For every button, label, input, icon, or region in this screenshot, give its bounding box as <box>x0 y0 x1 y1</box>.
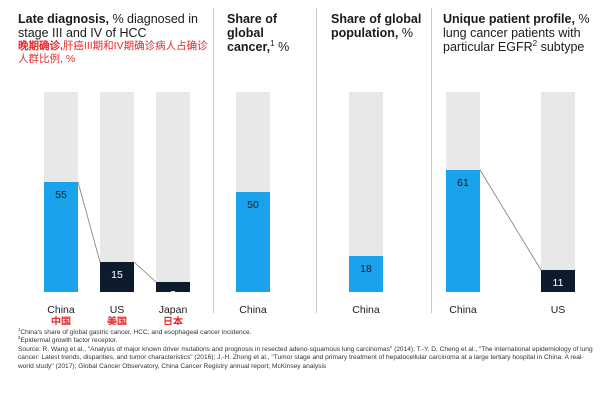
footnote-2: 2Epidermal growth factor receptor. <box>18 335 596 345</box>
category-label-p4-1: US <box>551 304 566 316</box>
panel1-title-cn: 晚期确诊,肝癌III期和IV期确诊病人占确诊人群比例, % <box>18 40 218 66</box>
connector-p1-1 <box>133 261 157 283</box>
panel1-title-bold: Late diagnosis, <box>18 12 109 26</box>
bar-p1-japan <box>156 282 190 292</box>
footnote-2-sup: 2 <box>18 335 21 341</box>
category-label-p1-0: China <box>47 304 75 316</box>
panel1-title-rest: % diagnosed in stage III and IV of HCC <box>18 12 198 40</box>
data-label-p4-0: 61 <box>457 177 469 189</box>
footnote-1-text: China's share of global gastric cancer, … <box>20 329 252 336</box>
connector-p1-0 <box>77 181 101 263</box>
category-label-p1-2: Japan <box>159 304 188 316</box>
category-cn-label-p1-2: 日本 <box>163 315 184 325</box>
bar-p3-china <box>349 256 383 292</box>
footnote-1-sup: 1 <box>18 326 21 332</box>
footnote-1: 1China's share of global gastric cancer,… <box>18 326 596 337</box>
footnote-2-text: Epidermal growth factor receptor. <box>20 337 118 345</box>
category-cn-label-p1-0: 中国 <box>51 315 71 325</box>
bar-p2-china <box>236 192 270 292</box>
connector-p4-0 <box>479 169 542 271</box>
chart-canvas: 55China中国15US美国5Japan日本50China18China61C… <box>44 92 575 325</box>
panel2-title: Share of global cancer,1 % <box>227 12 307 54</box>
panel2-title-sup: 1 <box>270 38 275 48</box>
category-label-p3-0: China <box>352 304 380 316</box>
category-label-p1-1: US <box>110 304 125 316</box>
footnote-source: Source: R. Wang et al., "Analysis of maj… <box>18 346 596 371</box>
data-label-p1-0: 55 <box>55 189 67 201</box>
panel4-title-rest2: subtype <box>537 40 585 54</box>
bar-track-p4-1 <box>541 92 575 292</box>
panel4-title-bold: Unique patient profile, <box>443 12 575 26</box>
data-label-p4-1: 11 <box>553 277 564 289</box>
panel4-title: Unique patient profile, % lung cancer pa… <box>443 12 593 54</box>
bar-p4-china <box>446 170 480 292</box>
data-label-p1-1: 15 <box>111 269 123 281</box>
divider-1 <box>213 8 214 313</box>
panel3-title-bold: Share of global population, <box>331 12 422 40</box>
category-label-p2-0: China <box>239 304 267 316</box>
footnote-source-text: Source: R. Wang et al., "Analysis of maj… <box>18 345 593 370</box>
bar-p4-us <box>541 270 575 292</box>
panel1-title-cn-rest: 肝癌III期和IV期确诊病人占确诊人群比例, % <box>18 40 208 65</box>
panel3-title: Share of global population, % <box>331 12 426 40</box>
panel1-title-cn-bold: 晚期确诊, <box>18 40 63 52</box>
bar-track-p1-2 <box>156 92 190 292</box>
bar-p1-china <box>44 182 78 292</box>
panel3-title-rest: % <box>398 26 413 40</box>
panel1-title: Late diagnosis, % diagnosed in stage III… <box>18 12 218 66</box>
panel4-title-sup: 2 <box>532 38 538 48</box>
data-label-p2-0: 50 <box>247 199 259 211</box>
bar-p1-us <box>100 262 134 292</box>
divider-3 <box>431 8 432 313</box>
panel2-title-bold: Share of global cancer, <box>227 12 278 54</box>
panel4-title-rest: % lung cancer patients with particular E… <box>443 12 590 54</box>
category-label-p4-0: China <box>449 304 477 316</box>
data-label-p3-0: 18 <box>360 263 372 275</box>
bar-track-p1-1 <box>100 92 134 292</box>
footnotes: 1China's share of global gastric cancer,… <box>18 326 596 371</box>
divider-2 <box>316 8 317 313</box>
category-cn-label-p1-1: 美国 <box>107 315 127 325</box>
data-label-p1-2: 5 <box>170 289 176 301</box>
panel2-title-rest: % <box>274 40 290 54</box>
